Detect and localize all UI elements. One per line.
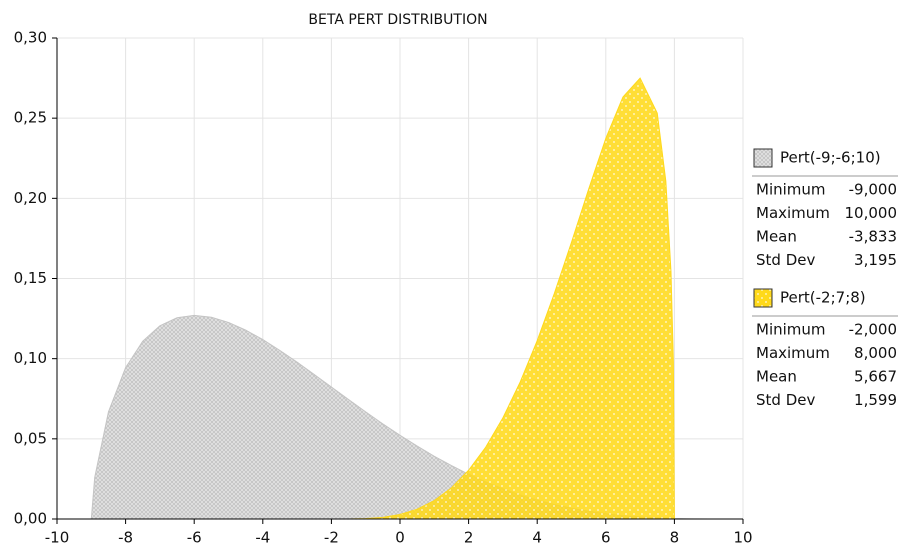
x-tick-label: -6 — [187, 529, 202, 547]
y-tick-label: 0,15 — [14, 269, 47, 287]
x-tick-label: 2 — [464, 529, 474, 547]
x-tick-label: 10 — [733, 529, 752, 547]
stat-value: 5,667 — [854, 368, 897, 386]
y-tick-label: 0,25 — [14, 109, 47, 127]
stat-label: Std Dev — [756, 391, 815, 409]
stat-value: -2,000 — [849, 321, 897, 339]
stat-label: Mean — [756, 228, 797, 246]
x-tick-label: 8 — [670, 529, 680, 547]
stat-label: Mean — [756, 368, 797, 386]
stat-value: -9,000 — [849, 181, 897, 199]
legend-label: Pert(-9;-6;10) — [780, 149, 881, 167]
y-tick-label: 0,00 — [14, 510, 47, 528]
stat-label: Maximum — [756, 204, 830, 222]
stat-value: 8,000 — [854, 344, 897, 362]
x-tick-label: -8 — [118, 529, 133, 547]
chart-title: BETA PERT DISTRIBUTION — [308, 12, 487, 28]
stat-value: 3,195 — [854, 251, 897, 269]
y-tick-label: 0,05 — [14, 429, 47, 447]
stat-label: Std Dev — [756, 251, 815, 269]
stat-label: Minimum — [756, 321, 826, 339]
stat-value: -3,833 — [849, 228, 897, 246]
legend-label: Pert(-2;7;8) — [780, 289, 866, 307]
x-tick-label: 4 — [532, 529, 542, 547]
legend-swatch — [753, 288, 773, 308]
x-tick-label: -10 — [45, 529, 70, 547]
y-tick-label: 0,10 — [14, 349, 47, 367]
stat-value: 1,599 — [854, 391, 897, 409]
x-tick-label: 6 — [601, 529, 611, 547]
legend-swatch — [753, 148, 773, 168]
y-tick-label: 0,20 — [14, 189, 47, 207]
x-tick-label: -2 — [324, 529, 339, 547]
stat-value: 10,000 — [845, 204, 898, 222]
x-tick-label: 0 — [395, 529, 405, 547]
stat-label: Minimum — [756, 181, 826, 199]
x-tick-label: -4 — [255, 529, 270, 547]
stat-label: Maximum — [756, 344, 830, 362]
y-tick-label: 0,30 — [14, 29, 47, 47]
